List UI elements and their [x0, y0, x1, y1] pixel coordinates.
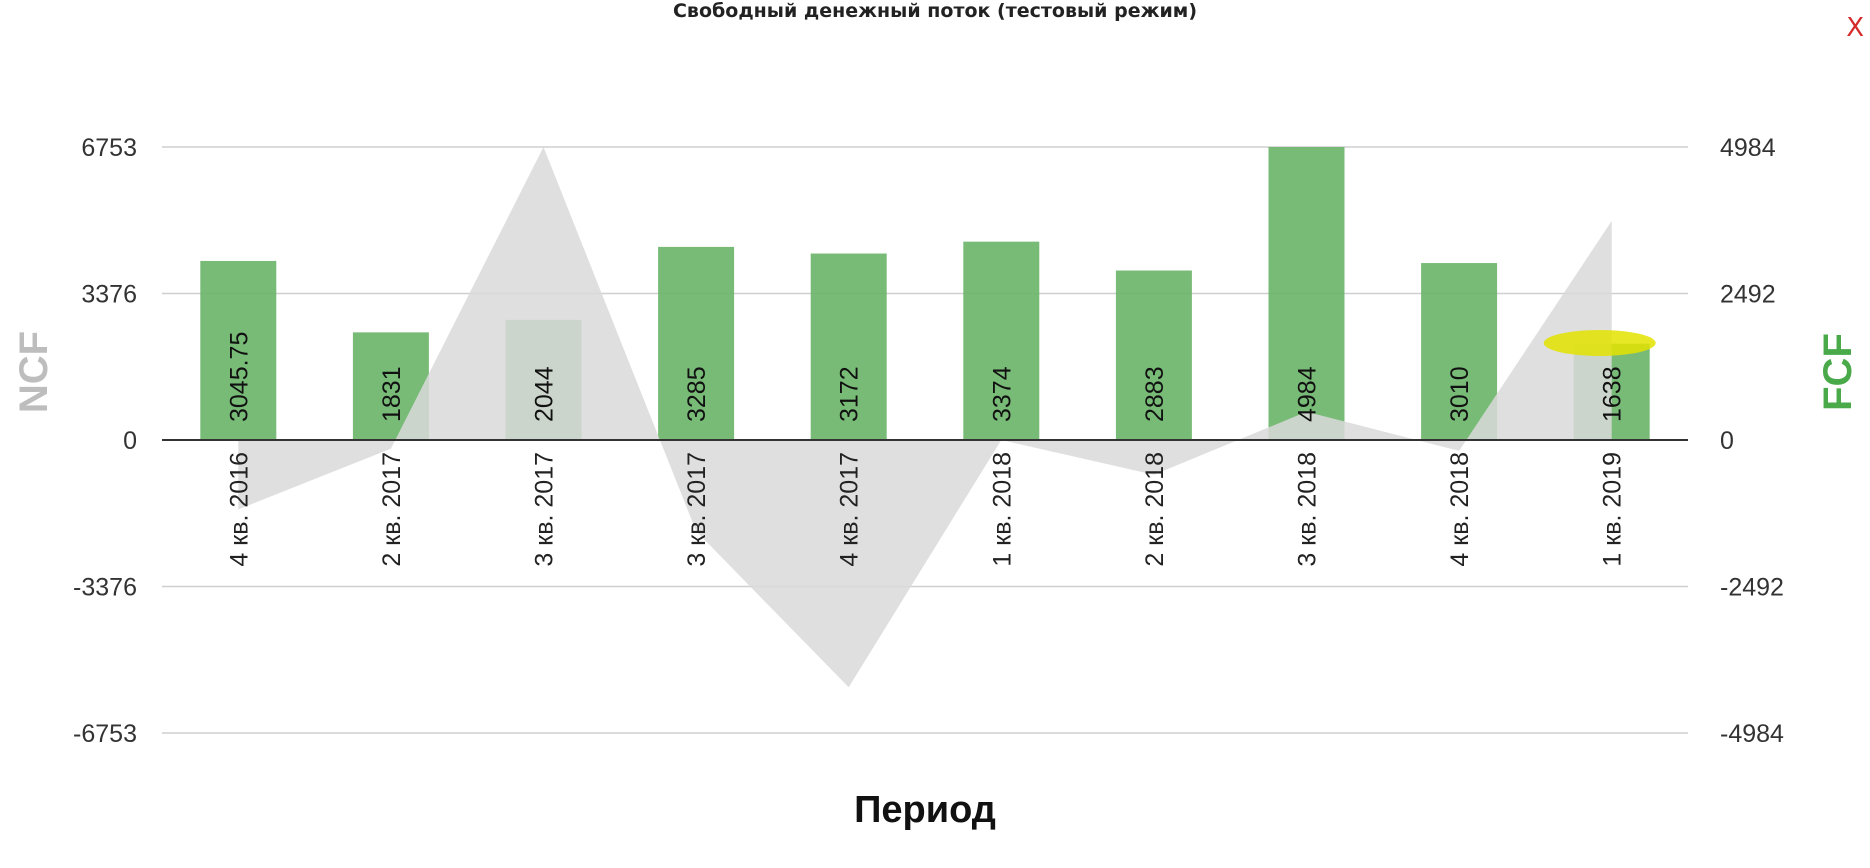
highlight-mark [1543, 330, 1656, 356]
x-tick-label: 1 кв. 2018 [988, 452, 1016, 567]
left-y-tick: 3376 [81, 281, 137, 309]
bar-value-label: 2883 [1141, 366, 1169, 422]
x-axis-title: Период [854, 789, 996, 831]
bar-value-label: 1831 [378, 366, 406, 422]
ncf-area [238, 147, 1612, 688]
x-tick-label: 4 кв. 2016 [225, 452, 253, 567]
x-tick-label: 4 кв. 2017 [836, 452, 864, 567]
x-tick-label: 2 кв. 2018 [1141, 452, 1169, 567]
left-axis-title: NCF [12, 331, 56, 413]
bar-value-label: 3285 [683, 366, 711, 422]
x-tick-label: 3 кв. 2017 [683, 452, 711, 567]
bar-value-label: 2044 [531, 366, 559, 422]
x-tick-label: 3 кв. 2018 [1294, 452, 1322, 567]
right-axis-title: FCF [1816, 333, 1860, 411]
x-tick-label: 2 кв. 2017 [378, 452, 406, 567]
bar-value-label: 3374 [988, 366, 1016, 422]
fcf-bar [200, 260, 277, 440]
fcf-bar [1115, 270, 1192, 440]
left-y-tick: 6753 [81, 134, 137, 162]
fcf-bar [1268, 147, 1345, 440]
right-y-tick: -2492 [1720, 574, 1784, 602]
left-y-tick: 0 [123, 427, 137, 455]
x-tick-label: 1 кв. 2019 [1599, 452, 1627, 567]
bar-value-label: 4984 [1294, 366, 1322, 422]
left-y-tick: -3376 [73, 574, 137, 602]
right-y-tick: -4984 [1720, 720, 1784, 748]
bar-value-label: 3010 [1446, 366, 1474, 422]
close-button[interactable]: X [1846, 13, 1864, 43]
fcf-bar [658, 246, 735, 440]
chart-title: Свободный денежный поток (тестовый режим… [672, 0, 1198, 22]
fcf-bar [963, 241, 1040, 440]
bar-value-label: 3172 [836, 366, 864, 422]
right-y-tick: 4984 [1720, 134, 1776, 162]
right-y-tick: 2492 [1720, 281, 1776, 309]
fcf-bar [810, 253, 887, 440]
bar-value-label: 1638 [1599, 366, 1627, 422]
right-y-tick: 0 [1720, 427, 1734, 455]
fcf-bar [1421, 263, 1498, 440]
x-tick-label: 4 кв. 2018 [1446, 452, 1474, 567]
bar-value-label: 3045.75 [225, 332, 253, 422]
x-tick-label: 3 кв. 2017 [531, 452, 559, 567]
left-y-tick: -6753 [73, 720, 137, 748]
